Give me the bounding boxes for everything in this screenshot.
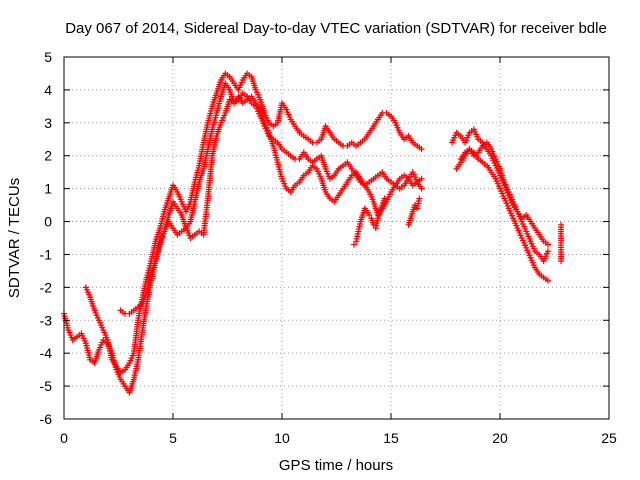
x-tick-label: 25 [601, 430, 617, 446]
y-tick-labels: -6 -5 -4 -3 -2 -1 0 1 2 3 4 5 [40, 49, 53, 427]
data-point [411, 202, 418, 209]
y-tick-label: 0 [44, 214, 52, 230]
data-point [418, 185, 425, 192]
x-tick-label: 0 [60, 430, 68, 446]
x-tick-labels: 0 5 10 15 20 25 [60, 430, 617, 446]
grid-lines [64, 57, 609, 419]
y-tick-label: -6 [40, 411, 53, 427]
y-tick-label: 2 [44, 148, 52, 164]
data-point [416, 195, 423, 202]
data-points [61, 70, 565, 396]
data-point [366, 211, 373, 218]
y-tick-label: 3 [44, 115, 52, 131]
data-point [544, 277, 551, 284]
y-tick-label: -4 [40, 345, 53, 361]
x-tick-label: 15 [383, 430, 399, 446]
plot-frame [63, 56, 610, 420]
x-tick-label: 20 [492, 430, 508, 446]
data-point [418, 146, 425, 153]
y-axis-title: SDTVAR / TECUs [6, 178, 23, 298]
axis-ticks [63, 56, 610, 420]
y-tick-label: -2 [40, 279, 53, 295]
y-tick-label: -5 [40, 378, 53, 394]
y-tick-label: -1 [40, 246, 53, 262]
x-axis-title: GPS time / hours [279, 457, 393, 474]
data-point [418, 175, 425, 182]
data-point [370, 221, 377, 228]
data-point [381, 195, 388, 202]
data-point [350, 241, 357, 248]
y-tick-label: 4 [44, 82, 52, 98]
y-tick-label: 5 [44, 49, 52, 65]
y-tick-label: 1 [44, 181, 52, 197]
data-point [558, 258, 565, 265]
chart-title: Day 067 of 2014, Sidereal Day-to-day VTE… [65, 20, 607, 37]
data-point [544, 248, 551, 255]
x-tick-label: 5 [169, 430, 177, 446]
y-tick-label: -3 [40, 312, 53, 328]
x-tick-label: 10 [274, 430, 290, 446]
data-point [544, 241, 551, 248]
